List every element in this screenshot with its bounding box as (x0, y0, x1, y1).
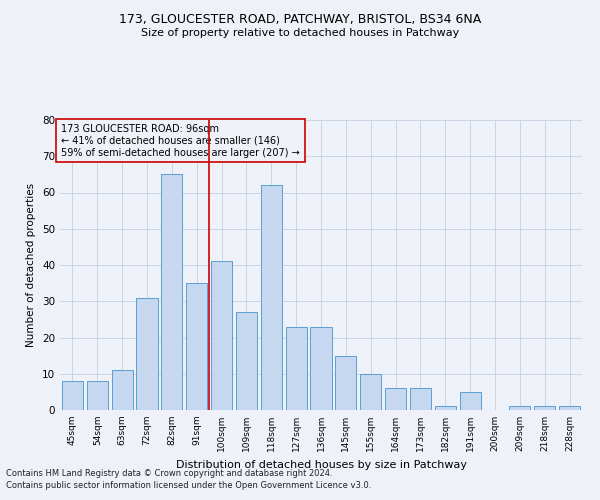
Bar (62, 381, 83, 410)
Bar (261, 185, 282, 410)
Bar (360, 374, 381, 410)
Text: Contains public sector information licensed under the Open Government Licence v3: Contains public sector information licen… (6, 481, 371, 490)
Bar (310, 326, 332, 410)
Bar (460, 392, 481, 410)
Bar (385, 388, 406, 410)
Y-axis label: Number of detached properties: Number of detached properties (26, 183, 37, 347)
Bar (335, 356, 356, 410)
Bar (211, 262, 232, 410)
Bar (559, 406, 580, 410)
Bar (112, 370, 133, 410)
Bar (410, 388, 431, 410)
Bar (509, 406, 530, 410)
Text: Contains HM Land Registry data © Crown copyright and database right 2024.: Contains HM Land Registry data © Crown c… (6, 468, 332, 477)
X-axis label: Distribution of detached houses by size in Patchway: Distribution of detached houses by size … (176, 460, 467, 469)
Bar (435, 406, 456, 410)
Bar (161, 174, 182, 410)
Bar (136, 298, 158, 410)
Bar (534, 406, 555, 410)
Bar (286, 326, 307, 410)
Text: 173 GLOUCESTER ROAD: 96sqm
← 41% of detached houses are smaller (146)
59% of sem: 173 GLOUCESTER ROAD: 96sqm ← 41% of deta… (61, 124, 300, 158)
Text: 173, GLOUCESTER ROAD, PATCHWAY, BRISTOL, BS34 6NA: 173, GLOUCESTER ROAD, PATCHWAY, BRISTOL,… (119, 12, 481, 26)
Bar (186, 283, 207, 410)
Text: Size of property relative to detached houses in Patchway: Size of property relative to detached ho… (141, 28, 459, 38)
Bar (236, 312, 257, 410)
Bar (87, 381, 108, 410)
